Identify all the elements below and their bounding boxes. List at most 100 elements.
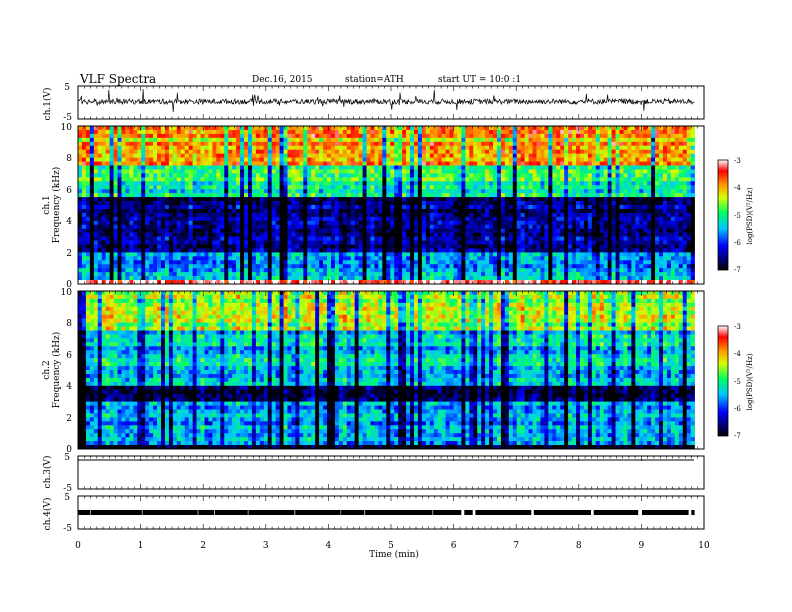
ch1-spectrogram-cell (89, 126, 95, 131)
ch1-spectrogram-cell (81, 149, 87, 154)
ch1-spectrogram-cell (655, 224, 660, 229)
ch1-spectrogram-cell (662, 133, 668, 139)
ch1-spectrogram-cell (437, 205, 442, 210)
ch1-spectrogram-cell (406, 149, 411, 154)
ch1-spectrogram-cell (101, 189, 106, 194)
ch1-spectrogram-cell (587, 224, 593, 229)
ch1-spectrogram-cell (457, 208, 462, 214)
ch1-spectrogram-cell (342, 141, 348, 147)
ch1-spectrogram-cell (536, 197, 541, 202)
ch1-spectrogram-cell (469, 157, 474, 162)
ch1-spectrogram-cell (402, 220, 407, 226)
ch1-spectrogram-cell (141, 126, 146, 131)
ch1-spectrogram-cell (101, 177, 106, 182)
ch1-spectrogram-cell (121, 153, 126, 158)
ch1-spectrogram-cell (465, 181, 470, 186)
ch1-spectrogram-cell (520, 161, 525, 166)
ch1-spectrogram-cell (382, 157, 387, 162)
ch1-spectrogram-cell (350, 216, 355, 222)
ch1-spectrogram-cell (275, 149, 280, 154)
ch1-spectrogram-cell (631, 153, 636, 158)
ch1-spectrogram-cell (192, 216, 197, 222)
ch1-spectrogram-cell (382, 228, 387, 233)
ch1-spectrogram-cell (168, 137, 174, 143)
ch1-spectrogram-cell (350, 137, 355, 143)
ch1-spectrogram-cell (643, 232, 648, 237)
ch1-spectrogram-cell (346, 189, 352, 194)
ch1-spectrogram-cell (141, 133, 146, 139)
ch1-spectrogram-cell (516, 232, 521, 237)
ch1-spectrogram-cell (295, 201, 300, 206)
ch1-spectrogram-cell (81, 173, 87, 178)
ch1-spectrogram-cell (481, 232, 486, 237)
ch1-spectrogram-cell (619, 212, 624, 218)
ch1-spectrogram-cell (611, 244, 616, 249)
ch1-spectrogram-cell (271, 208, 276, 214)
ch1-spectrogram-cell (682, 181, 687, 186)
ch1-spectrogram-cell (378, 145, 383, 150)
ch1-spectrogram-cell (101, 220, 106, 226)
ch1-spectrogram-cell (350, 169, 355, 174)
ch1-spectrogram-cell (647, 244, 652, 249)
ch1-spectrogram-cell (686, 149, 691, 154)
ch1-spectrogram-cell (117, 126, 122, 131)
ch1-spectrogram-cell (362, 169, 367, 174)
ch1-spectrogram-cell (670, 205, 676, 210)
ch1-spectrogram-cell (121, 240, 126, 245)
ch1-spectrogram-cell (263, 153, 269, 158)
ch1-spectrogram-cell (105, 228, 110, 233)
ch1-spectrogram-cell (295, 216, 300, 222)
ch1-spectrogram-cell (330, 220, 336, 226)
ch1-spectrogram-cell (208, 126, 213, 131)
ch1-spectrogram-cell (346, 165, 352, 170)
ch1-spectrogram-cell (670, 145, 676, 150)
ch1-spectrogram-cell (327, 145, 332, 150)
ch1-spectrogram-cell (315, 232, 320, 237)
ch1-spectrogram-cell (508, 149, 514, 154)
ch1-spectrogram-cell (342, 216, 348, 222)
ch1-spectrogram-cell (161, 208, 166, 214)
ch1-spectrogram-cell (587, 232, 593, 237)
ch1-spectrogram-cell (579, 189, 585, 194)
ch1-spectrogram-cell (666, 240, 672, 245)
ch1-spectrogram-cell (180, 137, 186, 143)
ch1-spectrogram-cell (441, 161, 446, 166)
ch1-spectrogram-cell (481, 145, 486, 150)
ch1-spectrogram-cell (666, 189, 672, 194)
ch1-spectrogram-cell (164, 165, 170, 170)
ch1-spectrogram-cell (516, 149, 521, 154)
ch1-spectrogram-cell (263, 216, 269, 222)
ch1-spectrogram-cell (93, 205, 99, 210)
ch1-spectrogram-cell (611, 126, 616, 131)
ch1-spectrogram-cell (319, 244, 324, 249)
ch1-spectrogram-cell (540, 244, 545, 249)
ch1-spectrogram-cell (469, 137, 474, 143)
ch1-spectrogram-cell (113, 129, 118, 135)
ch1-spectrogram-cell (655, 208, 660, 214)
ch1-spectrogram-cell (200, 133, 205, 139)
ch1-spectrogram-cell (627, 240, 632, 245)
ch1-spectrogram-cell (283, 161, 288, 166)
ch1-spectrogram-cell (232, 236, 237, 241)
ch1-spectrogram-cell (461, 193, 466, 198)
ch1-spectrogram-cell (576, 197, 581, 202)
ch1-spectrogram-cell (283, 208, 288, 214)
ch1-spectrogram-cell (532, 141, 537, 147)
ch1-spectrogram-cell (544, 224, 549, 229)
ch1-spectrogram-cell (647, 149, 652, 154)
ch1-spectrogram-cell (149, 193, 154, 198)
ch1-spectrogram-cell (133, 228, 138, 233)
ch1-spectrogram-cell (635, 205, 640, 210)
ch1-spectrogram-cell (500, 173, 506, 178)
ch1-spectrogram-cell (485, 232, 490, 237)
ch1-spectrogram-cell (568, 236, 573, 241)
ch1-spectrogram-cell (540, 236, 545, 241)
ch1-spectrogram-cell (216, 153, 221, 158)
ch1-spectrogram-cell (319, 236, 324, 241)
ch1-spectrogram-cell (157, 129, 162, 135)
ch1-spectrogram-cell (548, 157, 553, 162)
ch1-spectrogram-cell (540, 169, 545, 174)
ch1-spectrogram-cell (437, 236, 442, 241)
ch1-spectrogram-cell (457, 205, 462, 210)
ch1-spectrogram-cell (350, 126, 355, 131)
